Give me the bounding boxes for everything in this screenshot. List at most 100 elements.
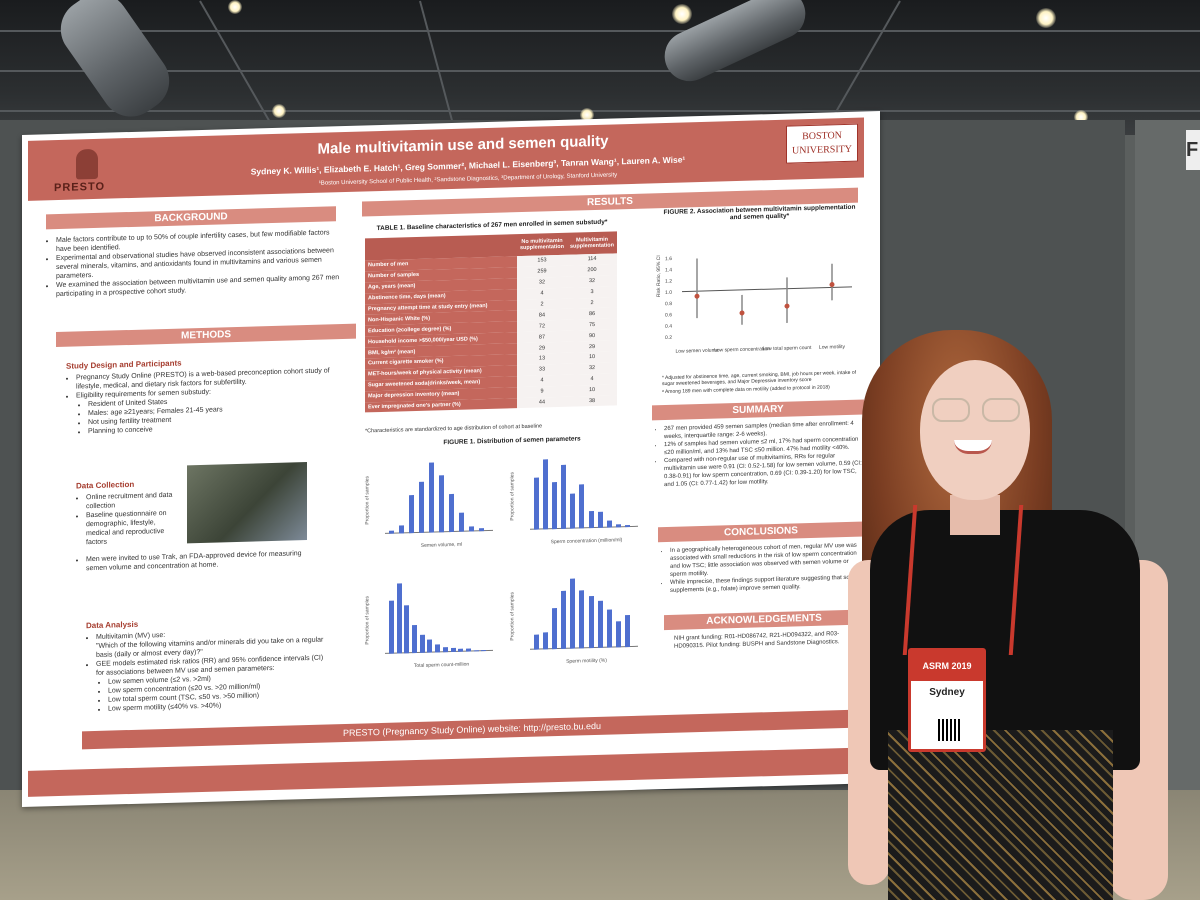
point-estimate (739, 310, 745, 316)
histogram-sperm-motility: Sperm motility (%) Proportion of samples (509, 570, 642, 669)
histogram-bar (624, 524, 630, 528)
forest-tick-label: 0.2 (665, 335, 672, 341)
histogram-bar (465, 648, 471, 652)
figure1-title: FIGURE 1. Distribution of semen paramete… (443, 435, 581, 447)
baseline-table: No multivitamin supplementation Multivit… (365, 231, 617, 413)
acknowledgements-heading: ACKNOWLEDGEMENTS (664, 609, 864, 631)
histogram-bar (389, 531, 394, 534)
list-item: Men were invited to use Trak, an FDA-app… (86, 549, 306, 573)
glasses-icon (928, 398, 1024, 424)
booth-sign: F (1186, 130, 1200, 170)
histogram-bar (543, 459, 549, 530)
table-header-cell: No multivitamin supplementation (516, 232, 567, 257)
presto-logo: PRESTO (54, 148, 124, 196)
histogram-xlabel: Total sperm count-million (413, 661, 470, 670)
forest-category-label: Low semen volume (675, 348, 718, 355)
histogram-bar (543, 631, 549, 650)
forest-tick-label: 1.2 (665, 279, 672, 285)
histogram-bar (459, 512, 464, 532)
study-design-heading: Study Design and Participants (66, 358, 182, 371)
table-cell: 38 (567, 394, 617, 408)
ceiling-beam (0, 30, 1200, 32)
histogram-bar (552, 608, 558, 650)
research-poster: PRESTO Male multivitamin use and semen q… (22, 111, 880, 808)
summary-list: 267 men provided 459 semen samples (medi… (654, 419, 864, 489)
conclusions-list: In a geographically heterogeneous cohort… (660, 541, 864, 595)
presenter-smile (954, 440, 992, 454)
name-badge: ASRM 2019 Sydney (908, 648, 986, 752)
histogram-bar (389, 600, 394, 654)
ceiling-light (228, 0, 242, 14)
forest-category-label: Low motility (819, 344, 846, 351)
histogram-bar (473, 649, 479, 652)
data-collection-heading: Data Collection (76, 479, 135, 491)
list-item: Compared with non-regular use of multivi… (664, 451, 864, 489)
histogram-bar (481, 649, 487, 652)
table-header-cell: Multivitamin supplementation (567, 231, 617, 255)
point-estimate (784, 303, 790, 309)
histogram-bar (588, 595, 594, 649)
table-note: *Characteristics are standardized to age… (365, 423, 543, 435)
table-cell: 44 (516, 396, 567, 409)
histogram-bar (479, 528, 484, 532)
forest-tick-label: 0.8 (665, 301, 672, 307)
forest-tick-label: 1.6 (665, 256, 672, 262)
histogram-bar (606, 520, 612, 528)
trak-device-photo (187, 462, 307, 544)
acknowledgements-text: NIH grant funding: R01-HD086742, R21-HD0… (674, 631, 840, 650)
ceiling-light (1036, 8, 1056, 28)
histogram-xlabel: Sperm motility (%) (566, 657, 607, 665)
histogram-sperm-concentration: Sperm concentration (million/ml) Proporti… (509, 450, 642, 549)
ceiling-beam (0, 70, 1200, 72)
histogram-bar (458, 649, 464, 652)
histogram-bar (534, 477, 539, 530)
forest-tick-label: 0.6 (665, 312, 672, 318)
histogram-bar (606, 609, 612, 648)
histogram-bar (404, 604, 410, 654)
histogram-bar (429, 462, 434, 533)
histogram-bar (552, 482, 558, 530)
histogram-semen-volume: Semen volume, ml Proportion of samples (364, 454, 497, 553)
histogram-bar (427, 639, 433, 653)
data-collection-list-cont: Men were invited to use Trak, an FDA-app… (76, 549, 306, 573)
presenter-pants (888, 730, 1113, 900)
forest-tick-label: 1.4 (665, 267, 672, 273)
histogram-ylabel: Proportion of samples (509, 471, 516, 521)
list-item: Baseline questionnaire on demographic, l… (86, 509, 181, 548)
histogram-bar (469, 526, 474, 532)
histogram-bar (570, 578, 576, 649)
histogram-ylabel: Proportion of samples (364, 475, 371, 525)
ceiling-beam (0, 110, 1200, 112)
badge-name: Sydney (929, 687, 965, 698)
ceiling-light (672, 4, 692, 24)
histogram-xlabel: Sperm concentration (million/ml) (550, 537, 623, 546)
forest-category-label: Low sperm concentration (714, 346, 770, 354)
data-analysis-list: Multivitamin (MV) use: "Which of the fol… (86, 627, 326, 715)
histogram-bar (561, 590, 567, 649)
ceiling-beam (419, 0, 458, 135)
histogram-bar (449, 493, 454, 533)
histogram-bar (597, 511, 603, 528)
data-collection-list: Online recruitment and data collection B… (76, 491, 181, 548)
histogram-bar (615, 621, 621, 648)
summary-heading: SUMMARY (652, 399, 864, 421)
forest-tick-label: 0.4 (665, 324, 672, 330)
histogram-bar (419, 634, 425, 653)
data-analysis-heading: Data Analysis (86, 619, 139, 631)
ceiling-light (272, 104, 286, 118)
histogram-bar (579, 589, 585, 649)
histogram-bar (450, 648, 456, 653)
presto-logo-text: PRESTO (54, 180, 106, 195)
histogram-bar (588, 510, 594, 529)
histogram-total-sperm-count: Total sperm count-million Proportion of s… (364, 574, 497, 673)
point-estimate (694, 293, 700, 299)
histogram-xlabel: Semen volume, ml (420, 541, 463, 549)
ceiling (0, 0, 1200, 135)
methods-heading: METHODS (56, 323, 356, 348)
ceiling-beam (199, 0, 271, 123)
histogram-bar (624, 614, 630, 648)
boston-university-logo: BOSTON UNIVERSITY (786, 123, 858, 164)
point-estimate (829, 282, 835, 288)
presenter-neck (950, 495, 1000, 535)
